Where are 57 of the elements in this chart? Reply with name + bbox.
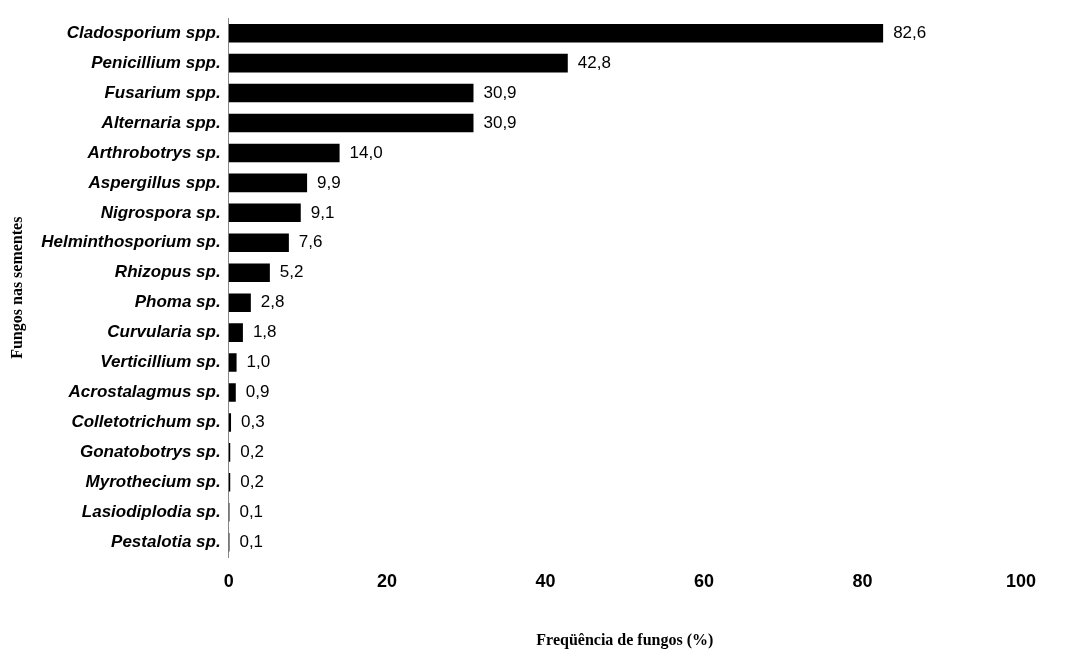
data-label: 1,0 bbox=[246, 352, 271, 372]
y-tick-label: Acrostalagmus sp. bbox=[67, 382, 221, 402]
y-tick-label: Phoma sp. bbox=[134, 292, 221, 312]
y-tick-label: Aspergillus spp. bbox=[87, 172, 221, 192]
x-tick-label: 80 bbox=[852, 570, 873, 591]
bar bbox=[228, 353, 237, 372]
y-tick-label: Alternaria spp. bbox=[100, 112, 221, 132]
data-label: 9,1 bbox=[310, 202, 335, 222]
data-label: 0,2 bbox=[240, 442, 264, 462]
y-tick-label: Pestalotia sp. bbox=[111, 531, 221, 551]
data-label: 30,9 bbox=[483, 112, 517, 132]
x-tick-label: 20 bbox=[377, 570, 398, 591]
data-label: 0,2 bbox=[240, 472, 264, 492]
y-tick-label: Gonatobotrys sp. bbox=[79, 442, 221, 462]
y-tick-label: Arthrobotrys sp. bbox=[86, 142, 221, 162]
y-axis-title: Fungos nas sementes bbox=[7, 216, 26, 359]
y-tick-label: Cladosporium spp. bbox=[66, 22, 221, 42]
y-tick-label: Lasiodiplodia sp. bbox=[81, 501, 221, 521]
data-label: 14,0 bbox=[349, 142, 383, 162]
bar bbox=[228, 233, 289, 253]
bar bbox=[228, 23, 884, 43]
x-axis-title: Freqüência de fungos (%) bbox=[536, 630, 714, 649]
bar bbox=[228, 173, 308, 193]
data-label: 82,6 bbox=[893, 22, 927, 42]
x-tick-label: 100 bbox=[1005, 570, 1037, 591]
bar bbox=[228, 323, 243, 342]
data-label: 0,1 bbox=[239, 531, 264, 551]
y-tick-label: Rhizopus sp. bbox=[114, 262, 221, 282]
y-tick-label: Fusarium spp. bbox=[104, 82, 221, 102]
x-tick-label: 40 bbox=[535, 570, 556, 591]
x-tick-label: 60 bbox=[694, 570, 715, 591]
data-label: 42,8 bbox=[577, 52, 611, 72]
y-tick-label: Penicillium spp. bbox=[91, 52, 221, 72]
data-label: 0,3 bbox=[241, 412, 265, 432]
data-label: 30,9 bbox=[483, 82, 517, 102]
y-tick-label: Myrothecium sp. bbox=[85, 472, 221, 492]
data-label: 2,8 bbox=[260, 292, 285, 312]
data-label: 9,9 bbox=[317, 172, 341, 192]
data-label: 7,6 bbox=[298, 232, 323, 252]
data-label: 1,8 bbox=[252, 322, 277, 342]
y-tick-label: Nigrospora sp. bbox=[100, 202, 221, 222]
bar bbox=[228, 53, 568, 73]
y-tick-label: Curvularia sp. bbox=[107, 322, 221, 342]
bar bbox=[228, 293, 251, 312]
y-tick-label: Colletotrichum sp. bbox=[71, 412, 221, 432]
x-tick-label: 0 bbox=[223, 570, 234, 591]
bar bbox=[228, 263, 270, 283]
bar bbox=[228, 143, 340, 163]
y-tick-label: Helminthosporium sp. bbox=[41, 232, 221, 252]
bar bbox=[228, 383, 236, 402]
bar bbox=[228, 83, 474, 103]
data-label: 5,2 bbox=[279, 262, 304, 282]
bar bbox=[228, 113, 474, 133]
y-tick-label: Verticillium sp. bbox=[100, 352, 221, 372]
bar bbox=[228, 203, 301, 223]
data-label: 0,1 bbox=[239, 501, 264, 521]
data-label: 0,9 bbox=[245, 382, 270, 402]
